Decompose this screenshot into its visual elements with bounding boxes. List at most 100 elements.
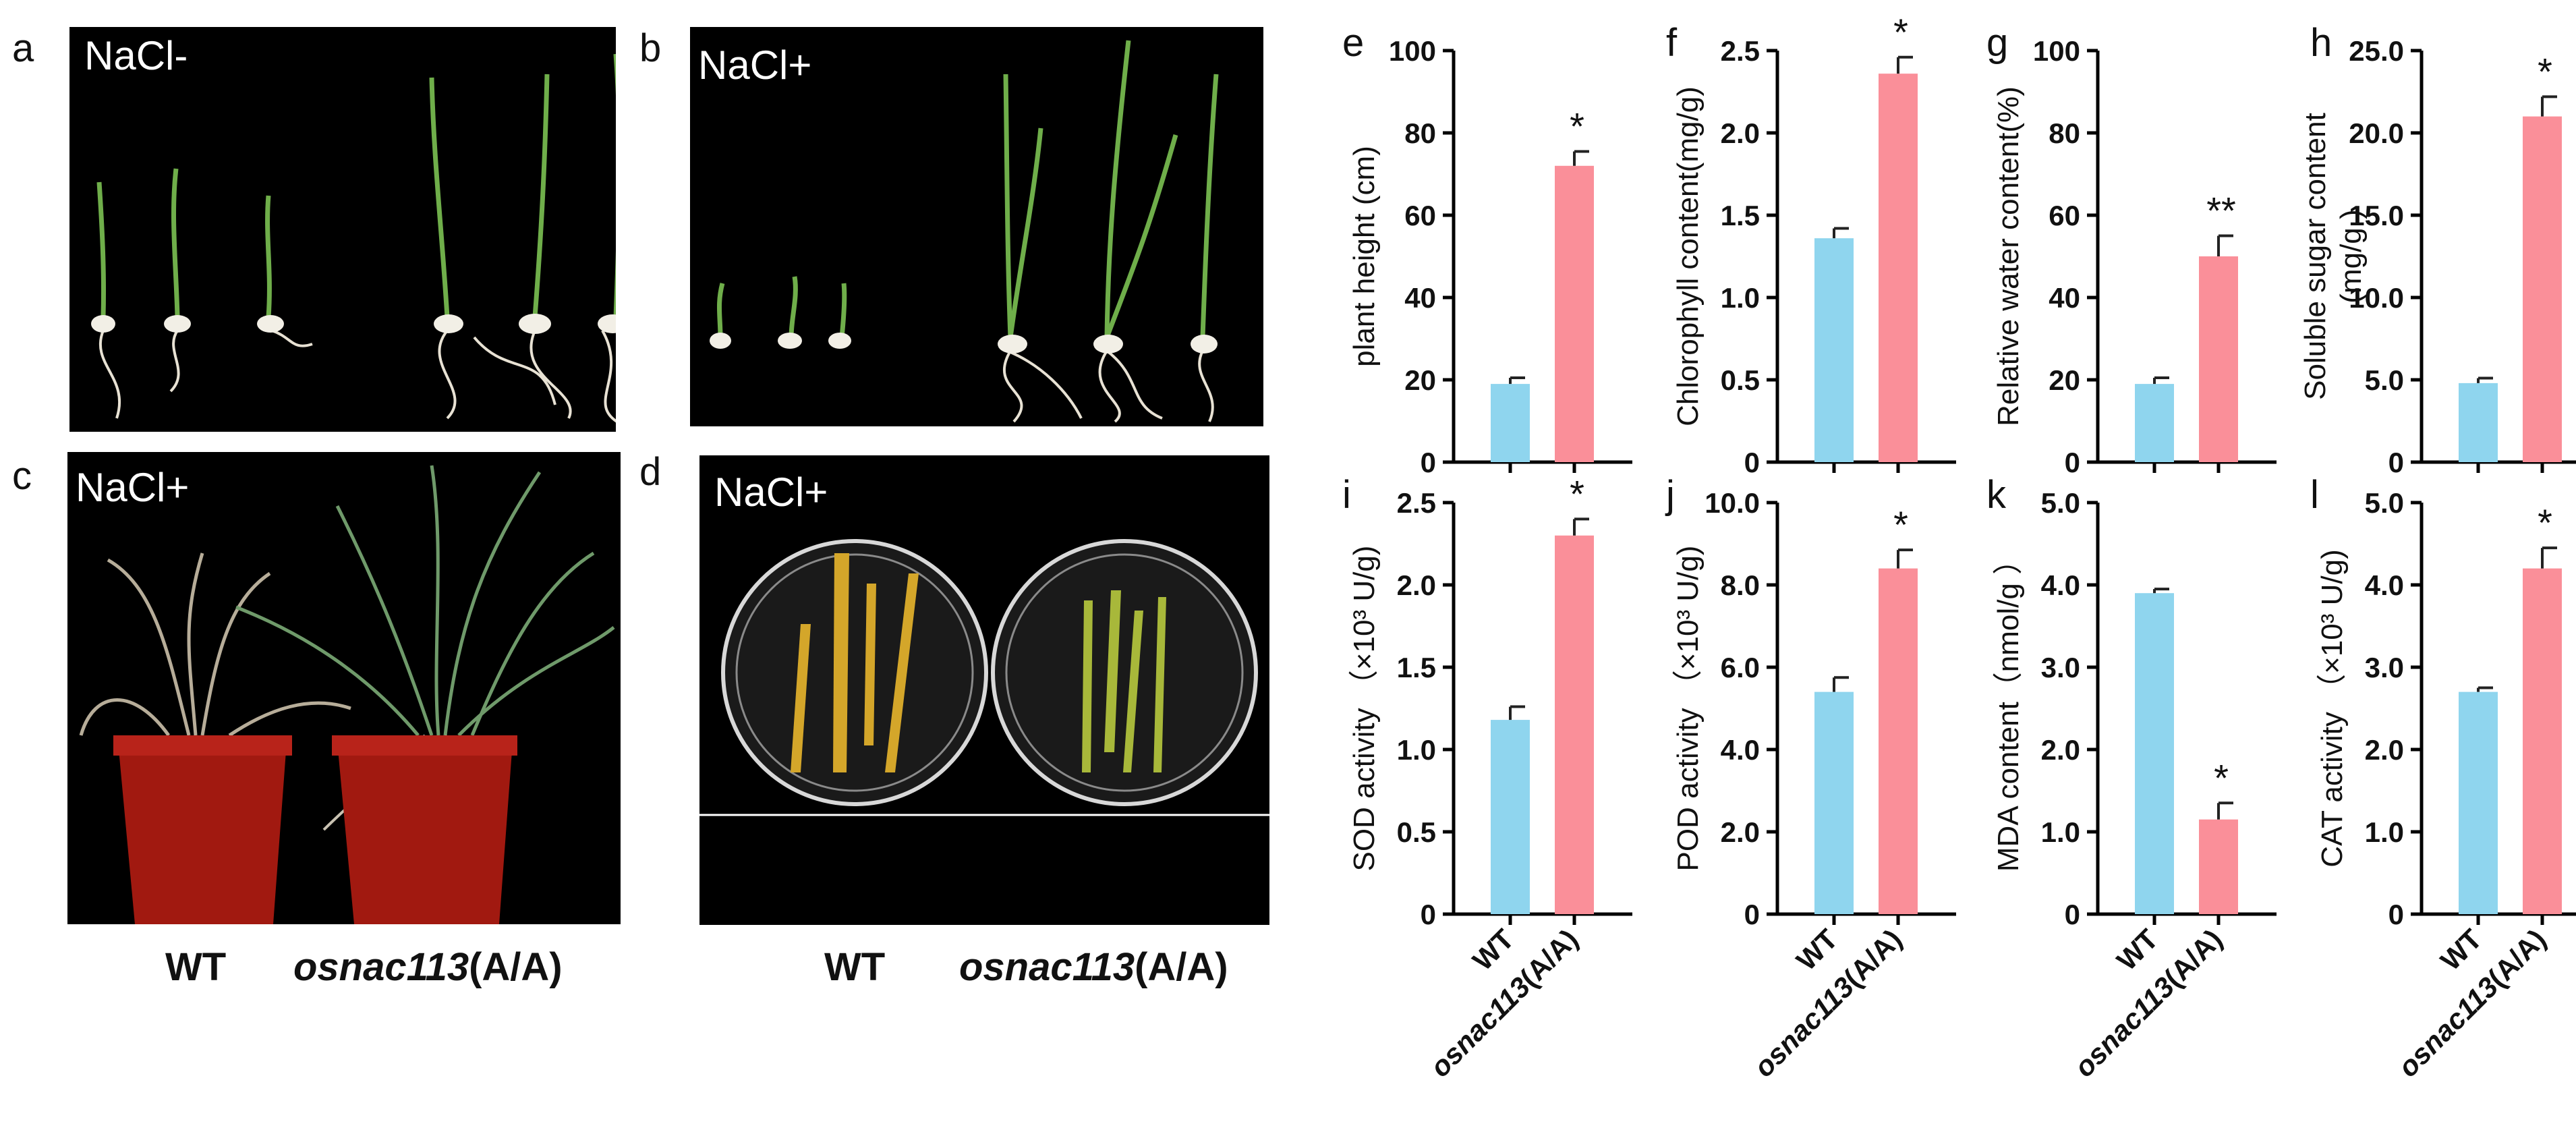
panel-letter-j: j (1665, 473, 1675, 517)
panel-letter-i: i (1342, 473, 1351, 517)
y-tick-label: 4.0 (1721, 734, 1760, 766)
y-tick-label: 2.5 (1397, 487, 1436, 519)
y-tick-label: 40 (1404, 282, 1436, 314)
significance-mark: * (1570, 105, 1584, 147)
significance-mark: * (2538, 501, 2552, 544)
y-tick-label: 80 (2049, 117, 2080, 149)
chart-h: h 0 5.0 10.0 15.0 20.0 25.0 Soluble sugar conte… (2299, 21, 2576, 478)
y-tick-label: 60 (2049, 200, 2080, 231)
bar-mutant (1555, 165, 1594, 463)
x-tick-label-name: osnac113 (2392, 971, 2504, 1083)
x-tick-label: WT (2434, 923, 2488, 977)
caption-c-wt: WT (165, 945, 227, 989)
y-tick-label: 0 (2065, 899, 2080, 930)
photo-panel-a: NaCl- (69, 27, 616, 432)
potted-plants-illustration (79, 465, 615, 924)
y-tick-label: 40 (2049, 282, 2080, 314)
significance-mark: * (1570, 472, 1584, 515)
y-axis-label: SOD activity （×10³ U/g) (1348, 546, 1381, 872)
bar-wt (1814, 691, 1854, 914)
bar-mutant (2199, 256, 2238, 462)
y-tick-label: 60 (1404, 200, 1436, 231)
y-tick-label: 1.0 (2041, 816, 2080, 848)
x-tick-label-name: osnac113 (1424, 971, 1536, 1083)
photo-tag-d: NaCl+ (714, 470, 828, 515)
y-axis-label: plant height (cm) (1348, 146, 1381, 367)
panel-letter-a: a (12, 26, 34, 70)
panel-letter-e: e (1342, 21, 1364, 65)
bar-mutant (1879, 568, 1918, 914)
caption-d-mutant: osnac113(A/A) (959, 944, 1228, 990)
x-tick-label-name: osnac113 (1748, 971, 1860, 1083)
y-tick-label: 1.0 (1721, 282, 1760, 314)
y-axis-label: Chlorophyll content(mg/g) (1671, 86, 1705, 426)
y-tick-label: 1.5 (1721, 200, 1760, 231)
significance-mark: * (2538, 50, 2552, 92)
bar-mutant (2523, 568, 2562, 914)
significance-mark: * (1893, 11, 1908, 53)
photo-panel-d: NaCl+ (699, 455, 1269, 925)
y-tick-label: 6.0 (1721, 652, 1760, 683)
x-tick-label: WT (1790, 923, 1844, 977)
y-tick-label: 2.0 (2365, 734, 2404, 766)
bar-wt (2135, 593, 2174, 914)
y-tick-label: 8.0 (1721, 569, 1760, 601)
photo-tag-c: NaCl+ (76, 465, 190, 510)
panel-letter-c: c (12, 454, 32, 498)
leaf-dishes-illustration (699, 539, 1269, 816)
y-tick-label: 2.0 (1397, 569, 1436, 601)
y-tick-label: 0 (1744, 899, 1760, 930)
y-tick-label: 20 (1404, 364, 1436, 396)
x-tick-label-name: osnac113 (2068, 971, 2180, 1083)
chart-l: l 0 1.0 2.0 3.0 4.0 5.0 CAT activity （×10³ U/g)… (2310, 473, 2576, 1083)
y-tick-label: 10.0 (1705, 487, 1760, 519)
y-tick-label: 20 (2049, 364, 2080, 396)
y-tick-label: 15.0 (2349, 200, 2404, 231)
y-axis-label: Soluble sugar content (2299, 113, 2332, 400)
y-axis-label: MDA content（nmol/g ） (1992, 545, 2025, 872)
caption-c-mutant: osnac113(A/A) (293, 944, 563, 990)
significance-mark: * (2214, 756, 2229, 799)
y-tick-label: 0.5 (1397, 816, 1436, 848)
panel-letter-l: l (2310, 473, 2319, 517)
bar-wt (1491, 384, 1530, 462)
bar-wt (2459, 383, 2498, 462)
photo-tag-b: NaCl+ (698, 43, 812, 88)
y-tick-label: 0 (2388, 447, 2404, 478)
chart-k: k 0 1.0 2.0 3.0 4.0 5.0 MDA content（nmol/g ） * WT… (1986, 473, 2277, 1083)
y-tick-label: 0.5 (1721, 364, 1760, 396)
y-tick-label: 3.0 (2041, 652, 2080, 683)
y-tick-label: 2.0 (2041, 734, 2080, 766)
panel-letter-f: f (1666, 21, 1678, 65)
chart-i: i 0 0.5 1.0 1.5 2.0 2.5 SOD activity （×10³ U/g)… (1342, 472, 1632, 1083)
bar-wt (1491, 720, 1530, 914)
photo-panel-b: NaCl+ (690, 27, 1263, 426)
photo-panel-c: NaCl+ (67, 452, 621, 924)
bar-mutant (1555, 535, 1594, 914)
y-tick-label: 4.0 (2365, 569, 2404, 601)
y-tick-label: 80 (1404, 117, 1436, 149)
caption-d-mutant-suffix: (A/A) (1135, 945, 1228, 989)
y-tick-label: 1.0 (2365, 816, 2404, 848)
x-tick-label: WT (2111, 923, 2165, 977)
panel-letter-g: g (1986, 21, 2008, 65)
x-tick-label: WT (1466, 923, 1520, 977)
bar-mutant (2199, 819, 2238, 914)
y-tick-label: 5.0 (2041, 487, 2080, 519)
panel-letter-d: d (639, 450, 662, 494)
y-axis-label: Relative water content(%) (1992, 86, 2025, 426)
chart-e: e 0 20 40 60 80 100 plant height (cm) * (1342, 21, 1632, 478)
y-tick-label: 10.0 (2349, 282, 2404, 314)
y-tick-label: 20.0 (2349, 117, 2404, 149)
y-axis-label: CAT activity （×10³ U/g) (2316, 549, 2349, 868)
photo-tag-a: NaCl- (84, 33, 188, 78)
caption-d-wt: WT (824, 945, 886, 989)
y-tick-label: 1.5 (1397, 652, 1436, 683)
y-tick-label: 5.0 (2365, 364, 2404, 396)
bar-mutant (1879, 74, 1918, 462)
panel-letter-h: h (2310, 21, 2332, 65)
seedlings-illustration-a (91, 54, 616, 423)
